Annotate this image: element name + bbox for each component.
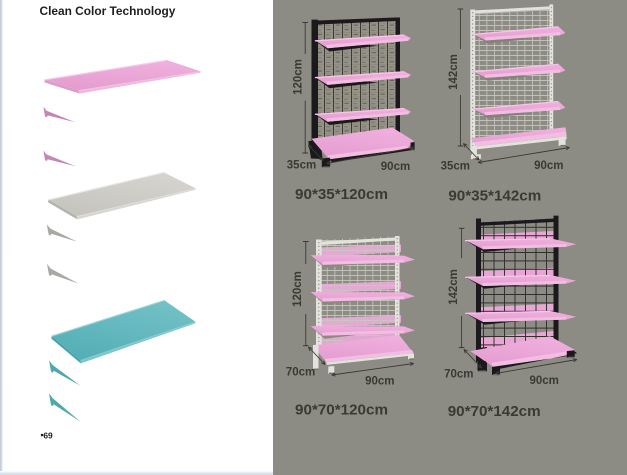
svg-text:70cm: 70cm	[444, 369, 473, 381]
svg-text:120cm: 120cm	[293, 59, 305, 95]
svg-text:70cm: 70cm	[286, 366, 315, 378]
svg-text:90cm: 90cm	[534, 160, 563, 172]
svg-text:90*35*142cm: 90*35*142cm	[448, 187, 541, 204]
svg-text:90cm: 90cm	[381, 161, 410, 173]
svg-text:142cm: 142cm	[448, 269, 460, 305]
svg-text:120cm: 120cm	[292, 271, 304, 307]
svg-text:Clean Color Technology: Clean Color Technology	[40, 4, 176, 18]
svg-text:90*70*142cm: 90*70*142cm	[448, 403, 541, 420]
svg-text:142cm: 142cm	[448, 54, 460, 90]
svg-text:90cm: 90cm	[529, 375, 558, 387]
svg-text:90*70*120cm: 90*70*120cm	[295, 401, 388, 418]
svg-text:90cm: 90cm	[365, 376, 394, 388]
svg-text:90*35*120cm: 90*35*120cm	[295, 186, 388, 203]
svg-text:35cm: 35cm	[287, 160, 316, 172]
svg-text:35cm: 35cm	[441, 161, 470, 173]
svg-text:69: 69	[43, 430, 53, 440]
